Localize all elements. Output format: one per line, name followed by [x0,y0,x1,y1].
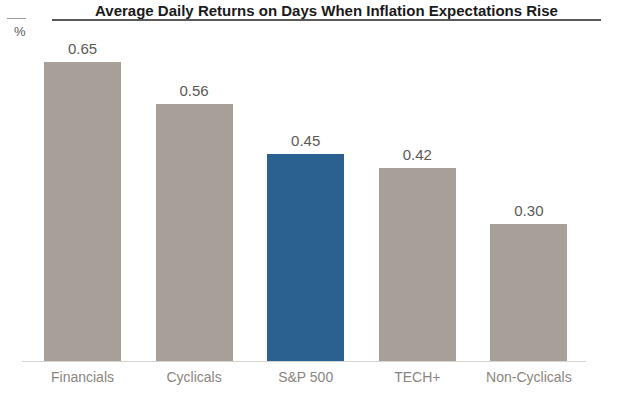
bar-value-label-tech: 0.42 [353,146,482,163]
y-axis-unit-label: % [14,24,26,39]
y-axis-tick-line [7,18,26,19]
bar-value-label-s-p-500: 0.45 [241,132,370,149]
bar-chart: % Average Daily Returns on Days When Inf… [0,0,640,400]
x-axis-label-non-cyclicals: Non-Cyclicals [464,369,594,385]
title-underline [52,19,601,21]
bar-non-cyclicals [490,224,567,362]
bar-value-label-financials: 0.65 [18,40,147,57]
chart-title: Average Daily Returns on Days When Infla… [52,2,601,19]
x-axis-line [22,361,586,362]
bar-value-label-cyclicals: 0.56 [130,82,259,99]
bar-tech [379,168,456,362]
bar-s-p-500 [267,154,344,362]
x-axis-label-financials: Financials [18,369,148,385]
x-axis-label-cyclicals: Cyclicals [129,369,259,385]
x-axis-label-tech: TECH+ [352,369,482,385]
bar-financials [44,62,121,362]
x-axis-label-s-p-500: S&P 500 [241,369,371,385]
bar-cyclicals [156,104,233,362]
bar-value-label-non-cyclicals: 0.30 [464,202,593,219]
